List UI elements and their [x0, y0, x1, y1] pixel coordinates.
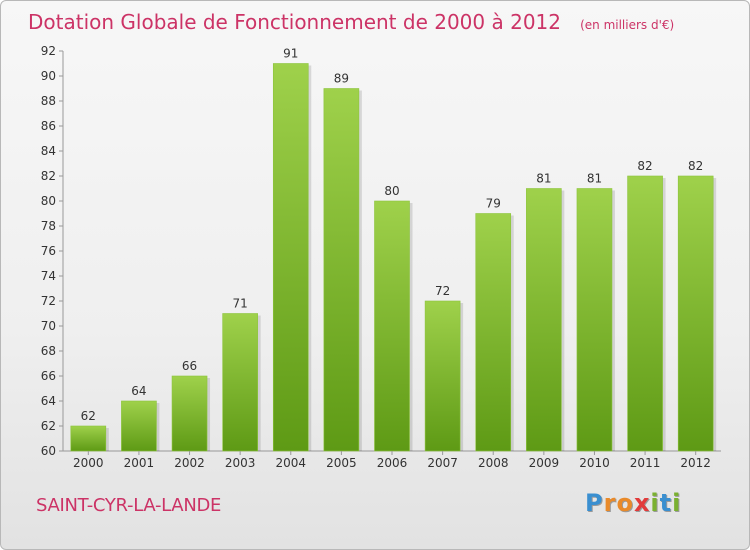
bar [627, 175, 663, 452]
data-label: 91 [283, 47, 298, 61]
y-tick-label: 86 [41, 119, 56, 133]
x-tick-label: 2001 [124, 456, 155, 470]
y-tick-label: 84 [41, 144, 56, 158]
data-label: 72 [435, 284, 450, 298]
bar [171, 375, 208, 452]
y-tick-label: 76 [41, 244, 56, 258]
x-tick-label: 2009 [529, 456, 560, 470]
logo-letter: i [672, 489, 682, 517]
x-tick-label: 2008 [478, 456, 509, 470]
y-tick-label: 78 [41, 219, 56, 233]
logo-letter: r [603, 489, 617, 517]
bar [526, 188, 562, 452]
x-tick-label: 2003 [225, 456, 256, 470]
data-label: 81 [536, 172, 551, 186]
logo-letter: t [659, 489, 673, 517]
bar [323, 88, 360, 452]
commune-name: SAINT-CYR-LA-LANDE [36, 495, 222, 516]
y-tick-label: 68 [41, 344, 56, 358]
data-label: 82 [637, 159, 652, 173]
bar [70, 425, 107, 452]
data-label: 79 [486, 197, 501, 211]
bar [374, 200, 410, 452]
y-tick-label: 92 [41, 44, 56, 58]
bar [677, 175, 714, 452]
title-row: Dotation Globale de Fonctionnement de 20… [28, 10, 674, 34]
y-tick-label: 82 [41, 169, 56, 183]
proxiti-logo: Proxiti [585, 489, 681, 517]
bar [576, 188, 613, 452]
x-tick-label: 2000 [73, 456, 104, 470]
bar [121, 400, 157, 452]
data-label: 62 [81, 409, 96, 423]
chart-subtitle: (en milliers d'€) [580, 18, 675, 32]
logo-letter: P [585, 489, 604, 517]
bar [222, 313, 258, 452]
data-label: 82 [688, 159, 703, 173]
y-tick-label: 60 [41, 444, 56, 458]
bar [272, 63, 309, 452]
y-tick-label: 62 [41, 419, 56, 433]
x-tick-label: 2007 [427, 456, 458, 470]
x-tick-label: 2012 [680, 456, 711, 470]
y-tick-label: 74 [41, 269, 56, 283]
y-tick-label: 64 [41, 394, 56, 408]
x-tick-label: 2011 [630, 456, 661, 470]
data-label: 71 [233, 297, 248, 311]
x-tick-label: 2006 [377, 456, 408, 470]
bar [424, 300, 461, 452]
x-tick-label: 2004 [275, 456, 306, 470]
y-tick-label: 66 [41, 369, 56, 383]
y-tick-label: 80 [41, 194, 56, 208]
x-tick-label: 2002 [174, 456, 205, 470]
x-tick-label: 2010 [579, 456, 610, 470]
logo-letter: i [650, 489, 660, 517]
x-tick-label: 2005 [326, 456, 357, 470]
y-tick-label: 90 [41, 69, 56, 83]
data-label: 89 [334, 72, 349, 86]
y-tick-label: 72 [41, 294, 56, 308]
y-tick-label: 70 [41, 319, 56, 333]
logo-letter: o [616, 489, 634, 517]
logo-letter: x [633, 489, 651, 517]
chart-title: Dotation Globale de Fonctionnement de 20… [28, 10, 561, 34]
data-label: 80 [384, 184, 399, 198]
data-label: 66 [182, 359, 197, 373]
bar [475, 213, 512, 452]
data-label: 81 [587, 172, 602, 186]
data-label: 64 [131, 384, 146, 398]
y-tick-label: 88 [41, 94, 56, 108]
